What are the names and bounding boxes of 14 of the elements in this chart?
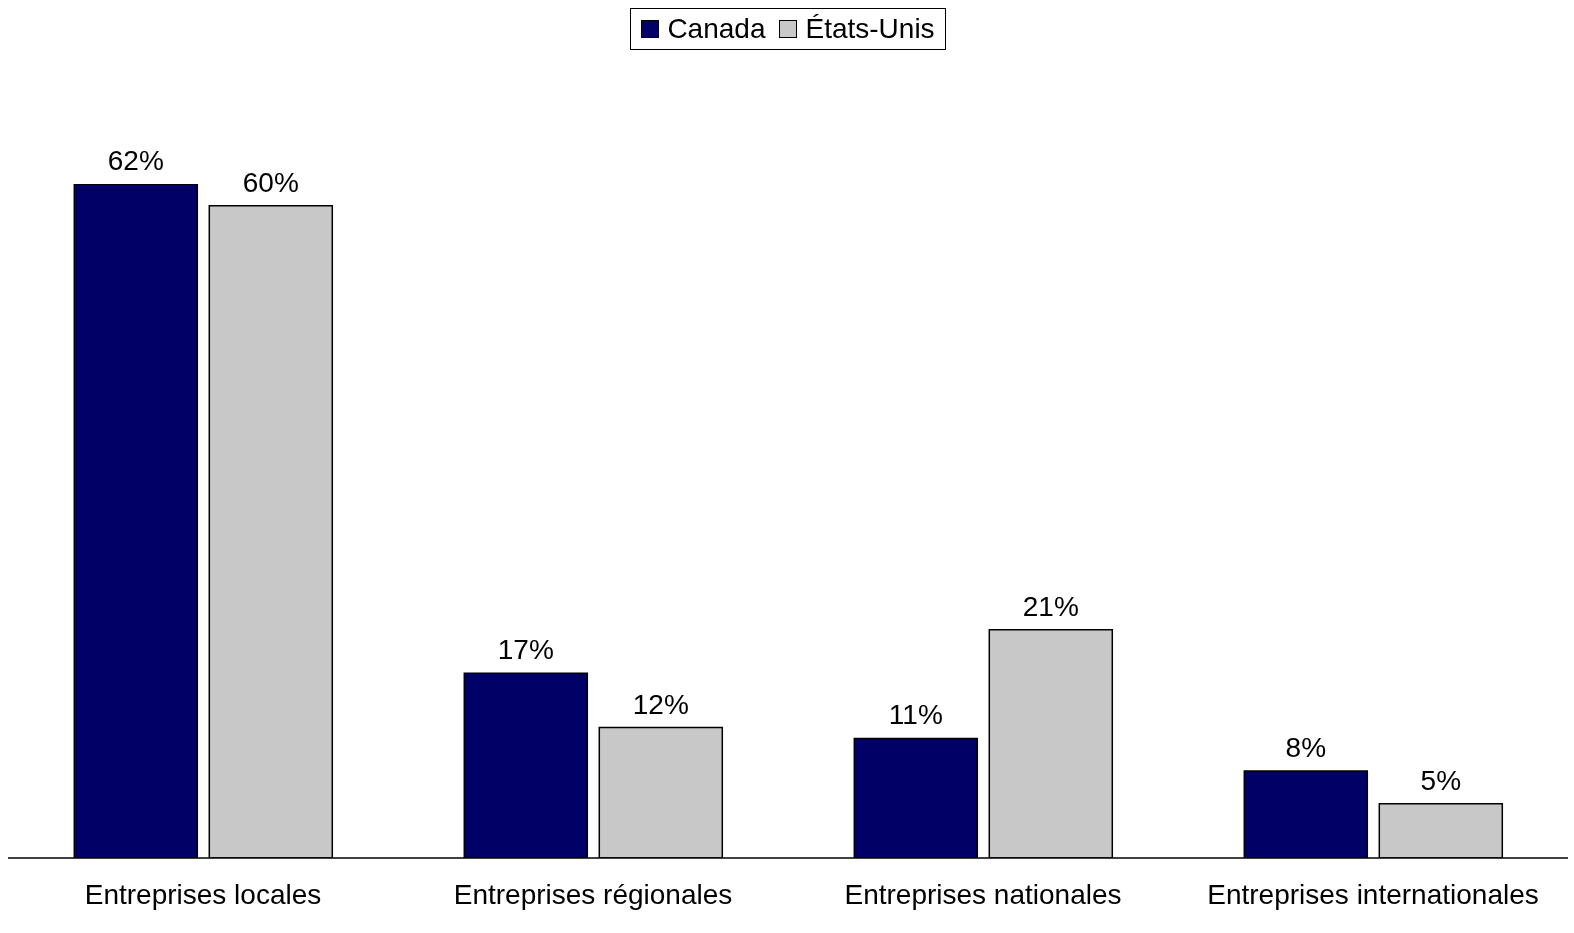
x-tick-label: Entreprises régionales xyxy=(453,878,733,910)
x-tick-label: Entreprises internationales xyxy=(1207,878,1539,910)
x-tick-label: Entreprises locales xyxy=(84,878,322,910)
x-tick-label: Entreprises nationales xyxy=(844,878,1122,910)
data-label: 62% xyxy=(107,145,164,176)
data-label: 12% xyxy=(632,688,689,720)
data-label: 60% xyxy=(242,166,299,198)
legend-label: États-Unis xyxy=(804,13,935,44)
data-label: 21% xyxy=(1022,590,1079,622)
data-label: 5% xyxy=(1420,764,1462,796)
data-label: 8% xyxy=(1285,732,1327,764)
data-label: 11% xyxy=(888,699,943,731)
data-label: 17% xyxy=(497,634,554,666)
legend-label: Canada xyxy=(666,13,766,44)
